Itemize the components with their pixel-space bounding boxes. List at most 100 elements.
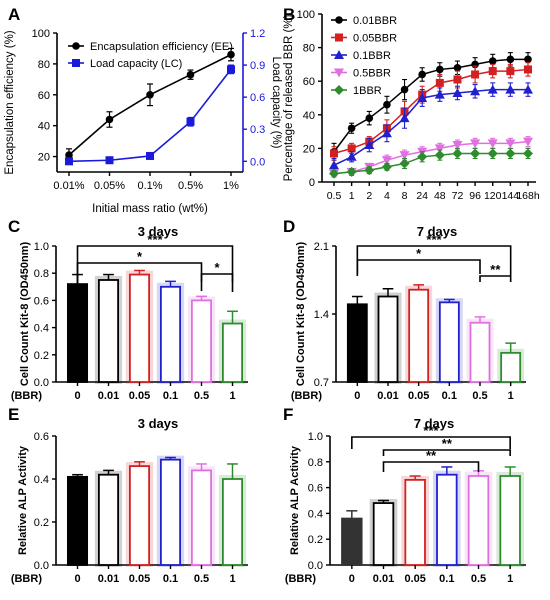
data-point xyxy=(470,86,481,96)
x-tick-label: 144 xyxy=(502,190,520,202)
y-tick-label: 1.4 xyxy=(314,309,329,321)
y-tick-label: 0.7 xyxy=(314,377,329,389)
legend-marker xyxy=(334,85,344,95)
bar xyxy=(128,465,151,566)
y-tick-label: 0.2 xyxy=(34,350,49,362)
significance-label: ** xyxy=(490,262,501,277)
series-line xyxy=(333,68,529,155)
y-tick-label: 20 xyxy=(303,143,315,155)
legend-label: Encapsulation efficiency (EE) xyxy=(90,41,233,53)
data-point xyxy=(488,67,497,76)
data-point xyxy=(452,148,463,159)
data-point xyxy=(381,156,392,166)
legend-label: 1BBR xyxy=(353,85,382,97)
data-point xyxy=(105,156,114,165)
bracket-line xyxy=(356,259,481,274)
series-1BBR xyxy=(329,147,533,179)
x-tick-label: 1 xyxy=(349,190,355,202)
panel-e: E 3 days 0.0 0.2 0.4 0.6 0 0.01 0.05 0.1 0.5 1 (BBR)… xyxy=(8,405,248,585)
panel-c: C 3 days 0.0 0.2 0.4 0.6 0.8 1.0 0 0.01 0.05 0.1 0.5… xyxy=(8,217,248,402)
x-tick-label: 1 xyxy=(507,573,513,585)
data-point xyxy=(65,151,73,159)
x-tick-label: 1 xyxy=(229,390,235,402)
bar xyxy=(500,351,522,383)
legend-label: 0.01BBR xyxy=(353,15,397,27)
y-tick-label: 80 xyxy=(38,59,50,71)
x-tick-label: 4 xyxy=(384,190,390,202)
x-tick-label: 0.5 xyxy=(194,573,209,585)
x-tick-label: 96 xyxy=(469,190,481,202)
data-point xyxy=(452,141,463,151)
data-point xyxy=(506,67,515,76)
bar xyxy=(436,473,458,566)
legend-label: 0.1BBR xyxy=(353,50,391,62)
y-tick-label: 80 xyxy=(303,43,315,55)
x-tick-label: 48 xyxy=(434,190,446,202)
y-tick-label: 0.6 xyxy=(34,295,49,307)
bar xyxy=(346,303,368,383)
x-tick-label: 0.5 xyxy=(471,573,486,585)
data-point xyxy=(487,148,498,159)
panel-title: 3 days xyxy=(138,224,178,239)
data-point xyxy=(381,128,392,138)
y-axis-title: Encapsulation efficiency (%) xyxy=(4,30,16,174)
x-axis-title: (BBR) xyxy=(11,390,42,402)
bar xyxy=(66,475,89,566)
data-point xyxy=(417,151,428,162)
bar xyxy=(97,279,120,383)
x-tick-label: 168h xyxy=(516,190,540,202)
x-tick-label: 0.01 xyxy=(98,573,119,585)
y-tick-label: 0.3 xyxy=(250,124,265,136)
x-tick-label: 8 xyxy=(402,190,408,202)
x-axis-title: (BBR) xyxy=(291,390,322,402)
y-axis-title: Relative ALP Activity xyxy=(289,445,301,555)
data-point xyxy=(146,90,154,99)
y-tick-label: 0.4 xyxy=(34,474,49,486)
series-line xyxy=(333,140,529,175)
bar xyxy=(404,478,426,566)
bar xyxy=(408,288,430,383)
data-point xyxy=(470,148,481,159)
significance-label: * xyxy=(137,249,143,264)
data-point xyxy=(418,70,426,79)
significance-bracket: ** xyxy=(382,436,511,456)
bracket-line xyxy=(479,275,512,282)
bracket-line xyxy=(200,273,234,282)
significance-bracket: * xyxy=(356,246,481,274)
significance-bracket: *** xyxy=(356,232,512,276)
x-tick-label: 1 xyxy=(508,390,514,402)
significance-label: *** xyxy=(426,232,442,247)
data-point xyxy=(417,93,428,102)
bar xyxy=(341,517,363,566)
panel-title: 7 days xyxy=(414,416,454,431)
panel-a: A 20 40 60 80 100 0.0 0.3 0.6 0.9 1.2 0.01% 0.05% 0.1… xyxy=(4,5,282,215)
x-tick-label: 0 xyxy=(74,573,80,585)
significance-bracket: ** xyxy=(382,448,480,472)
bar xyxy=(190,469,213,566)
y-tick-label: 0.9 xyxy=(250,60,265,72)
data-point xyxy=(524,65,532,74)
y-tick-label: 0.8 xyxy=(308,457,323,469)
y-tick-label: 0.0 xyxy=(34,560,49,572)
legend-marker xyxy=(72,42,80,50)
x-tick-label: 0.1 xyxy=(439,573,454,585)
panel-letter-b: B xyxy=(283,5,295,24)
bar xyxy=(190,299,213,383)
x-axis-title: Initial mass ratio (wt%) xyxy=(92,203,208,215)
data-point xyxy=(105,115,114,124)
x-axis-title: (BBR) xyxy=(285,573,316,585)
x-tick-label: 0 xyxy=(349,573,355,585)
x-tick-label: 0.5 xyxy=(327,190,342,202)
data-point xyxy=(453,63,462,72)
panel-letter-c: C xyxy=(8,217,20,236)
y-tick-label: 0.0 xyxy=(250,156,265,168)
data-point xyxy=(227,65,235,74)
x-tick-label: 0.1 xyxy=(163,573,178,585)
x-tick-label: 0.1% xyxy=(137,180,162,192)
legend-marker xyxy=(72,59,80,67)
x-tick-label: 0.01% xyxy=(53,180,84,192)
bracket-line xyxy=(382,449,511,456)
y-tick-label: 0.2 xyxy=(34,517,49,529)
panel-letter-d: D xyxy=(283,217,295,236)
